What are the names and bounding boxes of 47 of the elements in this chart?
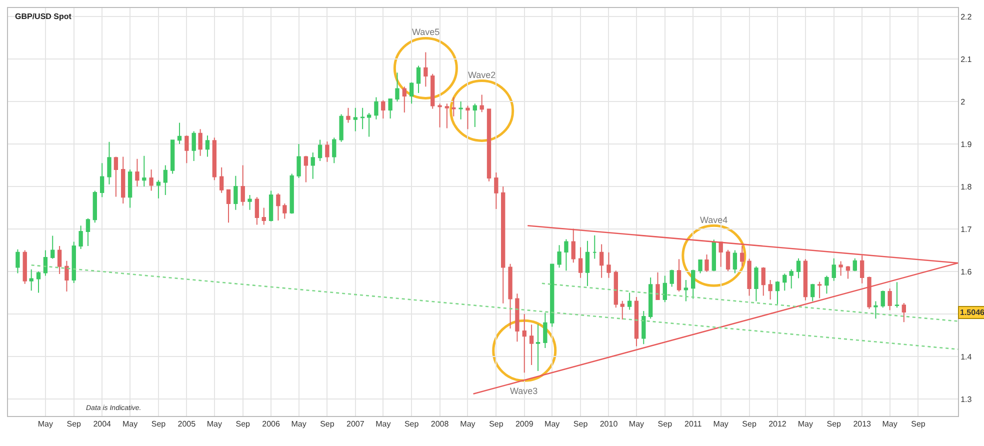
x-tick-label: Sep bbox=[66, 420, 82, 429]
x-tick-label: May bbox=[206, 420, 222, 429]
y-tick-label: 1.4 bbox=[960, 352, 972, 362]
x-tick-label: Sep bbox=[320, 420, 335, 429]
annotation: Wave5 bbox=[412, 27, 440, 37]
x-tick-label: 2005 bbox=[178, 420, 196, 429]
text: GBP/USD Spot bbox=[15, 12, 72, 21]
x-tick-label: May bbox=[798, 420, 814, 429]
y-tick-label: 2.1 bbox=[960, 54, 972, 64]
x-tick-label: 2012 bbox=[768, 420, 787, 429]
annotation: Wave2 bbox=[468, 70, 496, 80]
x-tick-label: Sep bbox=[489, 420, 504, 429]
x-tick-label: Sep bbox=[573, 420, 588, 429]
x-tick-label: Sep bbox=[826, 420, 842, 429]
x-tick-label: May bbox=[882, 420, 898, 429]
x-tick-label: 2010 bbox=[600, 420, 618, 429]
annotation: Wave3 bbox=[510, 386, 538, 396]
x-tick-label: Sep bbox=[742, 420, 757, 429]
x-tick-label: May bbox=[38, 420, 54, 429]
x-tick-label: May bbox=[460, 420, 476, 429]
y-tick-label: 1.6 bbox=[960, 267, 972, 276]
x-tick-label: 2013 bbox=[853, 420, 872, 429]
x-tick-label: Sep bbox=[151, 420, 166, 429]
x-tick-label: May bbox=[376, 420, 391, 429]
x-tick-label: Sep bbox=[236, 420, 251, 429]
x-tick-label: 2007 bbox=[346, 420, 365, 429]
x-tick-label: 2009 bbox=[515, 420, 534, 429]
text: 1.5046 bbox=[960, 308, 984, 317]
x-tick-label: Sep bbox=[911, 420, 926, 429]
x-tick-label: 2006 bbox=[262, 420, 280, 429]
x-tick-label: May bbox=[713, 420, 728, 429]
x-tick-label: May bbox=[628, 420, 644, 429]
y-tick-label: 1.3 bbox=[960, 394, 972, 404]
y-tick-label: 2 bbox=[960, 97, 966, 106]
x-tick-label: Sep bbox=[658, 420, 673, 429]
x-tick-label: 2008 bbox=[430, 420, 450, 429]
y-tick-label: 1.8 bbox=[960, 182, 972, 192]
x-tick-label: Sep bbox=[404, 420, 420, 429]
x-tick-label: May bbox=[122, 420, 138, 429]
x-tick-label: 2004 bbox=[93, 420, 112, 429]
y-tick-label: 2.2 bbox=[960, 12, 972, 22]
x-tick-label: 2011 bbox=[684, 420, 702, 429]
y-tick-label: 1.7 bbox=[960, 224, 972, 234]
x-tick-label: May bbox=[544, 420, 560, 429]
x-tick-label: May bbox=[291, 420, 306, 429]
annotation: Wave4 bbox=[700, 215, 728, 225]
y-tick-label: 1.9 bbox=[960, 140, 972, 149]
